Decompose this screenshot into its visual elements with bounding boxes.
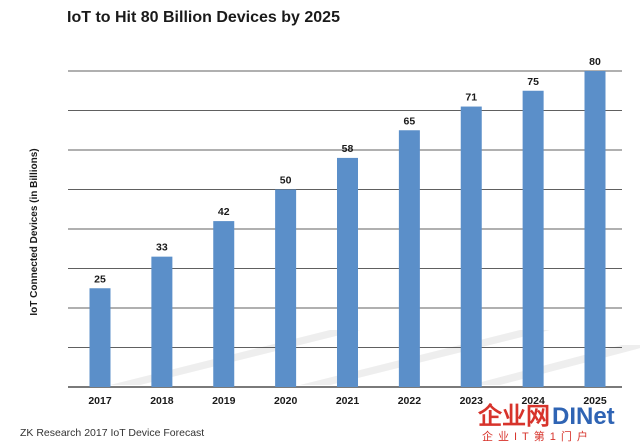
bars xyxy=(89,71,606,388)
data-label-2017: 25 xyxy=(94,273,106,285)
watermark-en: DINet xyxy=(552,403,615,430)
background-stripe-2 xyxy=(300,330,550,385)
data-label-2025: 80 xyxy=(589,56,601,68)
background-stripes xyxy=(110,330,640,385)
bar-2021 xyxy=(337,157,358,387)
bar-2023 xyxy=(460,106,482,388)
data-labels: 25 33 42 50 58 65 71 75 80 xyxy=(94,56,601,285)
x-tick-2021: 2021 xyxy=(336,395,360,407)
chart-title: IoT to Hit 80 Billion Devices by 2025 xyxy=(67,9,340,26)
bar-2024 xyxy=(522,90,544,387)
x-tick-2017: 2017 xyxy=(88,395,112,407)
x-tick-2023: 2023 xyxy=(460,395,484,407)
bar-2020 xyxy=(275,189,297,387)
data-label-2020: 50 xyxy=(280,175,292,187)
data-label-2019: 42 xyxy=(218,206,230,218)
watermark-tagline: 企业IT第1门户 xyxy=(482,429,593,443)
bar-2017 xyxy=(89,288,111,387)
bar-2025 xyxy=(584,71,606,387)
x-tick-2018: 2018 xyxy=(150,395,174,407)
x-tick-2025: 2025 xyxy=(583,395,607,407)
data-label-2021: 58 xyxy=(342,143,354,155)
data-label-2023: 71 xyxy=(465,92,477,104)
background-stripe-3 xyxy=(470,345,640,385)
data-label-2022: 65 xyxy=(404,115,416,127)
source-note: ZK Research 2017 IoT Device Forecast xyxy=(20,427,204,439)
x-tick-labels: 2017 2018 2019 2020 2021 2022 2023 2024 2025 xyxy=(88,395,607,407)
x-tick-2020: 2020 xyxy=(274,395,298,407)
watermark-cn: 企业网 xyxy=(478,402,550,430)
data-label-2018: 33 xyxy=(156,242,168,254)
data-label-2024: 75 xyxy=(527,76,539,88)
x-tick-2022: 2022 xyxy=(398,395,422,407)
bar-2018 xyxy=(151,256,173,387)
x-tick-2024: 2024 xyxy=(521,395,545,407)
background-stripe-1 xyxy=(110,330,360,385)
bar-2022 xyxy=(398,130,420,387)
bar-2019 xyxy=(213,221,235,387)
x-tick-2019: 2019 xyxy=(212,395,236,407)
y-axis-label: IoT Connected Devices (in Billions) xyxy=(29,148,40,315)
watermark-logo: 企业网 DINet 企业IT第1门户 xyxy=(478,402,615,443)
